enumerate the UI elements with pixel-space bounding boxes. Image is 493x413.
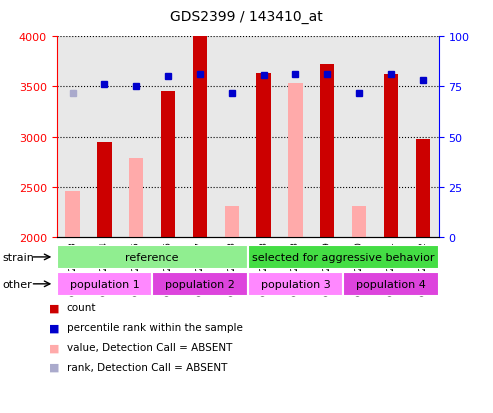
Text: rank, Detection Call = ABSENT: rank, Detection Call = ABSENT xyxy=(67,362,227,372)
Bar xyxy=(247,272,343,296)
Text: count: count xyxy=(67,303,96,313)
Bar xyxy=(312,37,343,237)
Text: ■: ■ xyxy=(49,323,60,332)
Bar xyxy=(416,139,430,237)
Bar xyxy=(129,158,143,237)
Text: reference: reference xyxy=(125,252,179,262)
Bar xyxy=(384,75,398,237)
Text: selected for aggressive behavior: selected for aggressive behavior xyxy=(252,252,434,262)
Bar xyxy=(375,37,407,237)
Bar xyxy=(225,206,239,237)
Bar xyxy=(352,206,366,237)
Bar xyxy=(216,37,247,237)
Bar xyxy=(66,191,80,237)
Text: percentile rank within the sample: percentile rank within the sample xyxy=(67,323,243,332)
Text: population 3: population 3 xyxy=(261,279,330,289)
Text: ■: ■ xyxy=(49,303,60,313)
Bar xyxy=(288,84,303,237)
Text: GDS2399 / 143410_at: GDS2399 / 143410_at xyxy=(170,10,323,24)
Bar xyxy=(247,245,439,269)
Bar xyxy=(343,37,375,237)
Bar xyxy=(57,37,89,237)
Text: other: other xyxy=(2,279,32,289)
Bar xyxy=(97,142,111,237)
Bar xyxy=(120,37,152,237)
Text: population 2: population 2 xyxy=(165,279,235,289)
Text: population 1: population 1 xyxy=(70,279,140,289)
Bar xyxy=(161,92,176,237)
Bar xyxy=(193,37,207,237)
Text: population 4: population 4 xyxy=(356,279,426,289)
Bar xyxy=(152,37,184,237)
Bar xyxy=(57,245,247,269)
Bar xyxy=(89,37,120,237)
Bar xyxy=(184,37,216,237)
Bar xyxy=(256,74,271,237)
Bar xyxy=(407,37,439,237)
Bar xyxy=(280,37,312,237)
Bar xyxy=(247,37,280,237)
Text: ■: ■ xyxy=(49,362,60,372)
Text: value, Detection Call = ABSENT: value, Detection Call = ABSENT xyxy=(67,342,232,352)
Bar xyxy=(320,65,334,237)
Bar xyxy=(343,272,439,296)
Bar xyxy=(152,272,247,296)
Text: ■: ■ xyxy=(49,342,60,352)
Bar xyxy=(57,272,152,296)
Text: strain: strain xyxy=(2,252,35,262)
